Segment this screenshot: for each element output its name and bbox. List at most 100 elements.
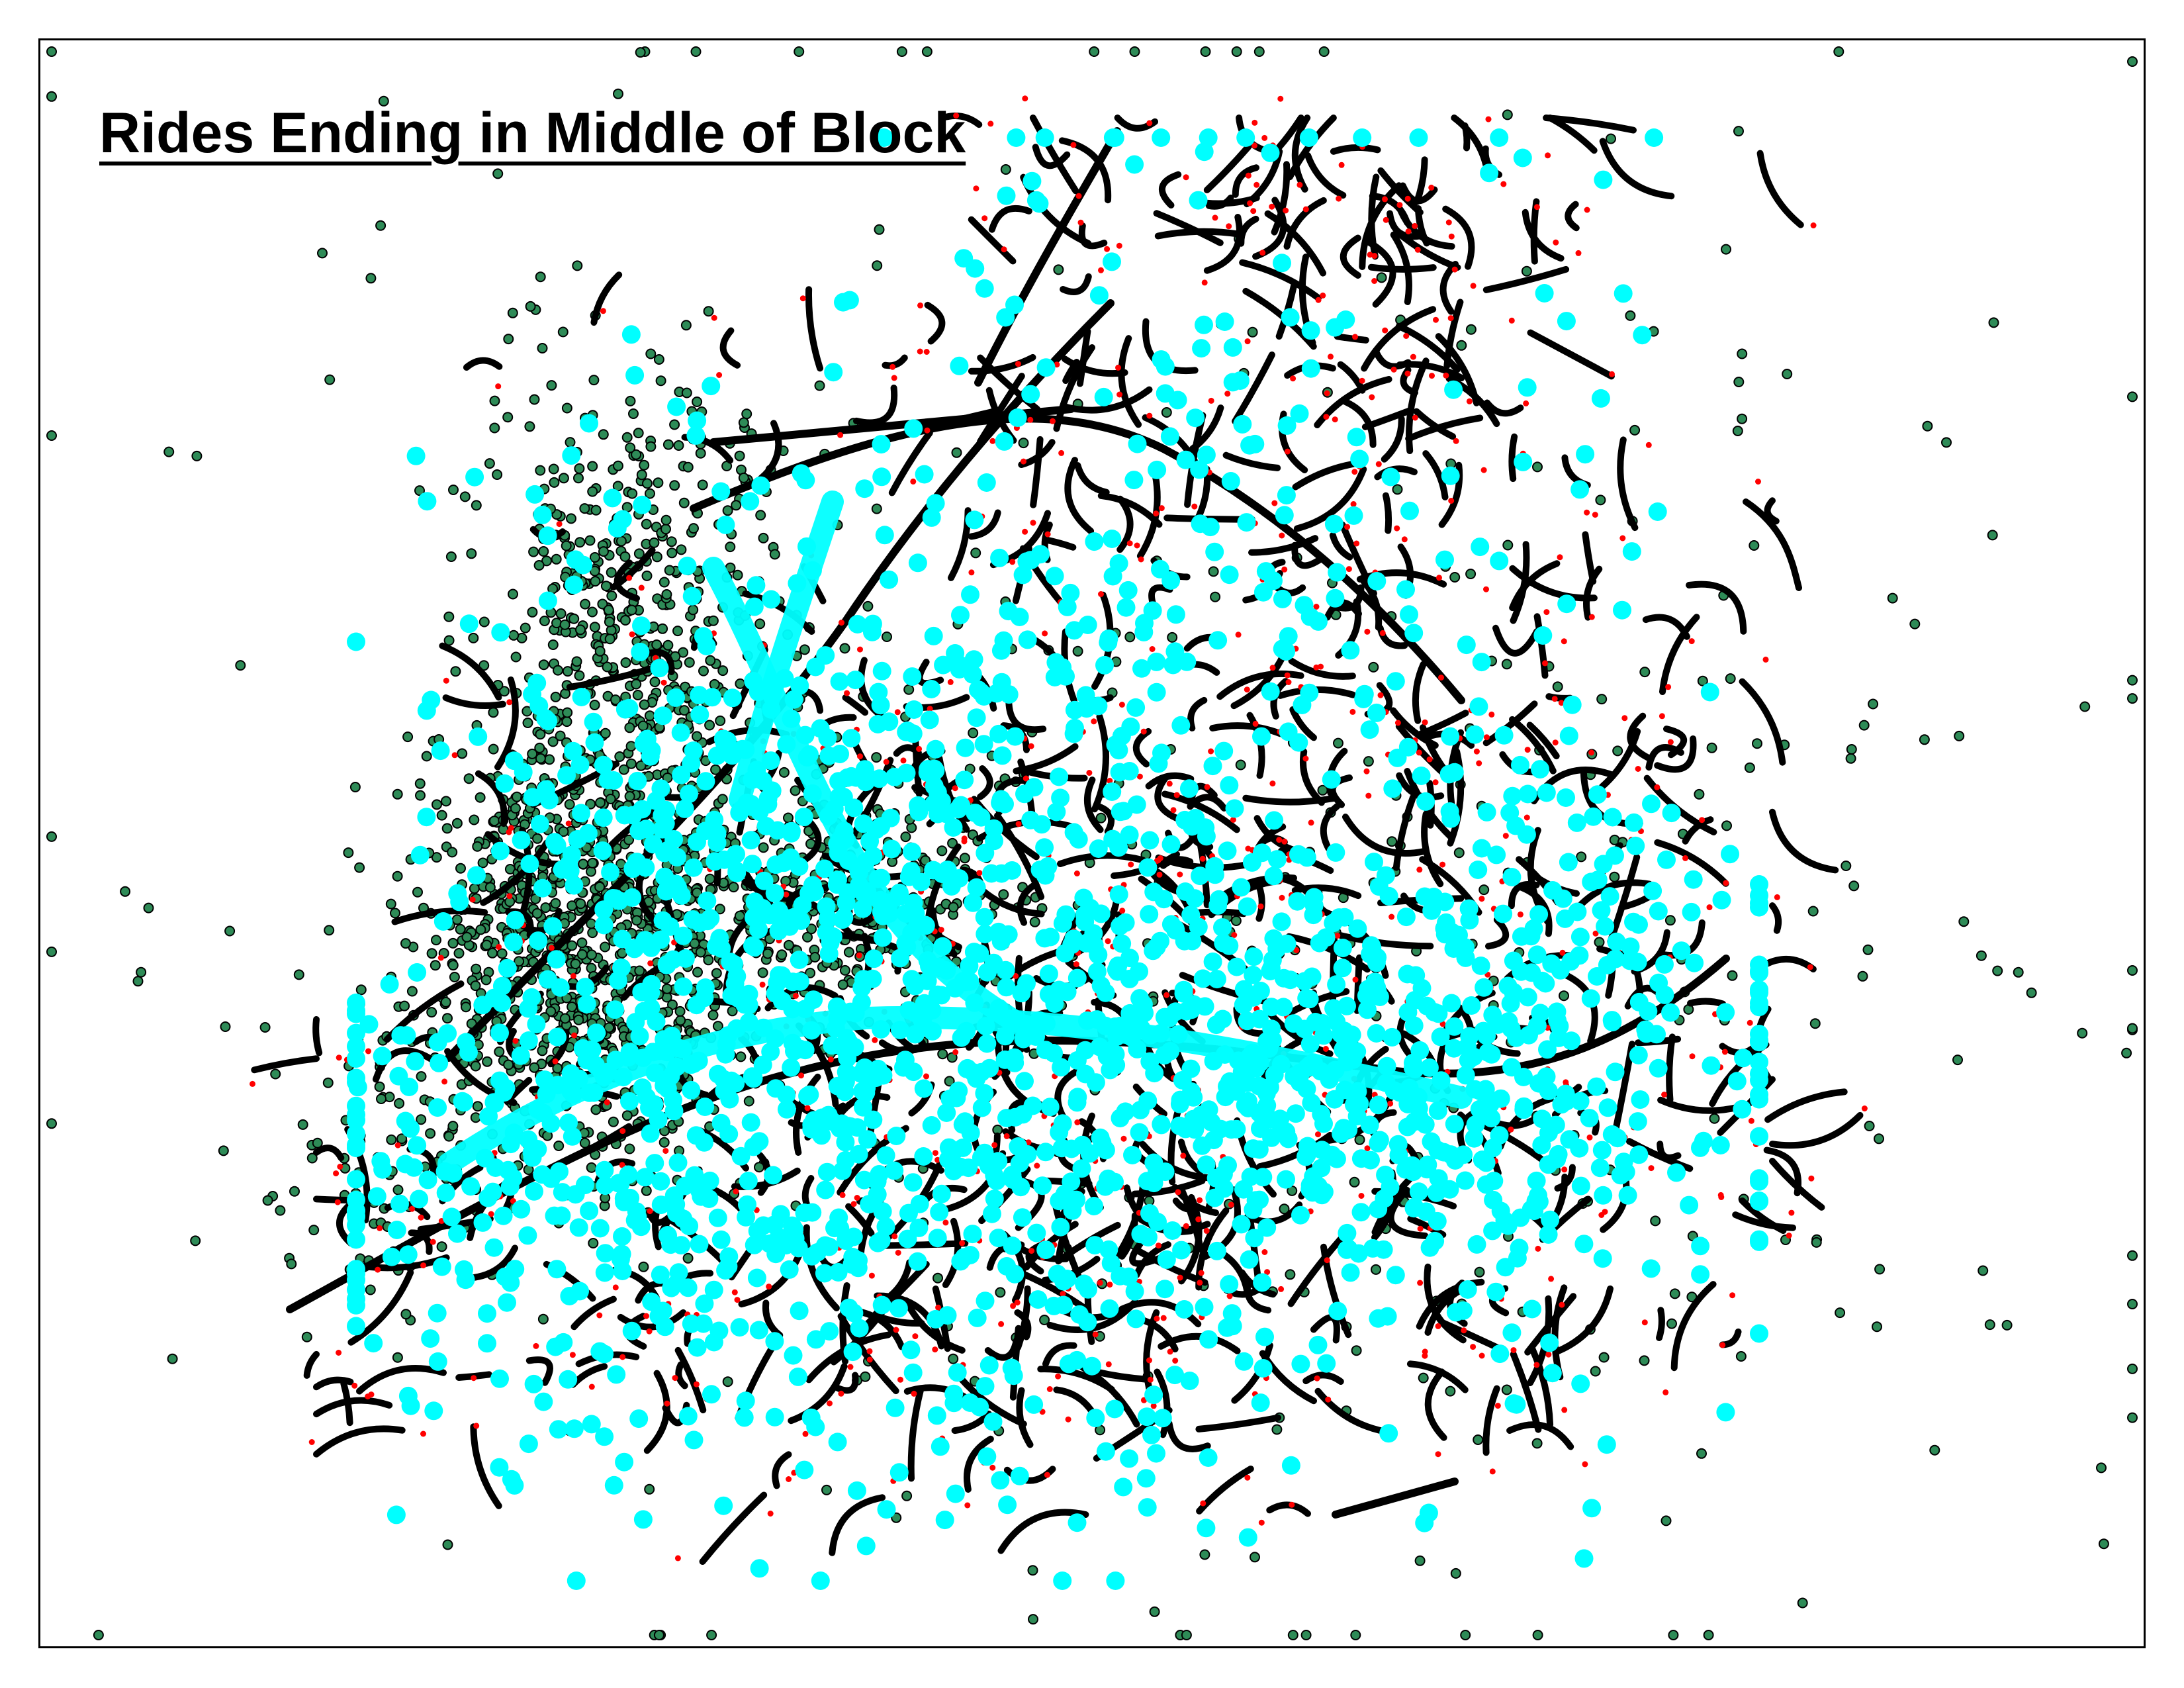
street-segment xyxy=(1232,164,1259,198)
other-ride-point xyxy=(783,939,794,951)
other-ride-point xyxy=(1727,970,1738,981)
block-midpoint-marker xyxy=(857,753,863,760)
other-ride-point xyxy=(1576,851,1587,863)
block-midpoint-marker xyxy=(1359,377,1365,384)
block-midpoint-marker xyxy=(1524,814,1530,821)
other-ride-point xyxy=(587,857,598,868)
ride-end-point xyxy=(347,1289,365,1309)
other-ride-point xyxy=(632,690,643,700)
other-ride-point xyxy=(579,503,590,514)
block-midpoint-marker xyxy=(1404,370,1411,377)
block-midpoint-marker xyxy=(619,1354,626,1360)
other-ride-point xyxy=(1749,540,1760,551)
ride-end-point xyxy=(486,1158,505,1177)
ride-end-point xyxy=(1166,1002,1185,1021)
block-midpoint-marker xyxy=(976,870,983,876)
other-ride-point xyxy=(425,1128,436,1139)
street-segment xyxy=(907,1386,925,1482)
block-midpoint-marker xyxy=(1451,266,1458,273)
block-midpoint-marker xyxy=(1098,591,1104,597)
other-ride-point xyxy=(2127,1363,2138,1374)
other-ride-point xyxy=(661,983,672,994)
other-ride-point xyxy=(584,535,596,546)
ride-end-point xyxy=(967,708,986,727)
ride-end-point xyxy=(396,1111,415,1131)
block-midpoint-marker xyxy=(1405,228,1412,235)
street-segment xyxy=(1687,998,1727,1008)
block-midpoint-marker xyxy=(570,972,576,979)
ride-end-point xyxy=(467,866,486,885)
ride-end-point xyxy=(1232,1215,1251,1234)
block-midpoint-marker xyxy=(1609,371,1615,377)
block-midpoint-marker xyxy=(1352,976,1359,983)
ride-end-point xyxy=(490,1023,509,1043)
other-ride-point xyxy=(1595,494,1606,506)
other-ride-point xyxy=(400,938,411,949)
other-ride-point xyxy=(1811,1237,1822,1248)
other-ride-point xyxy=(529,1062,540,1073)
block-midpoint-marker xyxy=(1747,1019,1753,1026)
other-ride-point xyxy=(525,301,536,312)
block-midpoint-marker xyxy=(733,1188,739,1195)
other-ride-point xyxy=(143,902,154,914)
other-ride-point xyxy=(1744,762,1755,773)
other-ride-point xyxy=(707,615,719,626)
block-midpoint-marker xyxy=(947,679,954,685)
other-ride-point xyxy=(1333,737,1343,749)
street-segment xyxy=(312,1016,323,1056)
block-midpoint-marker xyxy=(1086,770,1093,776)
other-ride-point xyxy=(762,948,773,959)
block-midpoint-marker xyxy=(1659,713,1665,720)
other-ride-point xyxy=(1846,744,1857,755)
ride-end-point xyxy=(1156,1280,1175,1299)
other-ride-point xyxy=(754,618,766,630)
ride-end-point xyxy=(905,700,923,719)
other-ride-point xyxy=(1453,847,1465,859)
other-ride-point xyxy=(555,608,567,619)
other-ride-point xyxy=(1737,348,1748,359)
block-midpoint-marker xyxy=(1290,375,1297,382)
block-midpoint-marker xyxy=(336,1055,342,1061)
other-ride-point xyxy=(514,956,525,967)
ride-end-point xyxy=(1144,1174,1163,1193)
ride-end-point xyxy=(1588,967,1606,986)
block-midpoint-marker xyxy=(1404,195,1411,202)
ride-end-point xyxy=(1113,934,1132,953)
block-midpoint-marker xyxy=(1661,1092,1668,1098)
street-segment xyxy=(356,1365,447,1395)
block-midpoint-marker xyxy=(872,1037,878,1043)
other-ride-point xyxy=(1625,310,1636,321)
block-midpoint-marker xyxy=(1077,219,1084,226)
ride-end-point xyxy=(1015,1072,1034,1091)
other-ride-point xyxy=(365,273,377,284)
ride-end-point xyxy=(620,1092,639,1111)
block-midpoint-marker xyxy=(1621,715,1628,722)
other-ride-point xyxy=(574,537,586,548)
ride-end-point xyxy=(765,1332,784,1351)
ride-end-point xyxy=(868,1233,887,1252)
other-ride-point xyxy=(262,1195,273,1206)
other-ride-point xyxy=(466,548,477,559)
ride-end-point xyxy=(1445,1115,1464,1133)
ride-end-point xyxy=(525,1182,543,1201)
block-midpoint-marker xyxy=(588,1383,595,1390)
other-ride-point xyxy=(545,1006,557,1017)
other-ride-point xyxy=(449,972,460,982)
ride-end-point xyxy=(1013,1208,1032,1227)
block-midpoint-marker xyxy=(1810,222,1817,228)
block-midpoint-marker xyxy=(1022,95,1028,102)
other-ride-point xyxy=(392,870,403,882)
map-canvas[interactable] xyxy=(38,38,2146,1648)
block-midpoint-marker xyxy=(1226,223,1232,230)
ride-end-point xyxy=(1286,1104,1305,1123)
ride-end-point xyxy=(993,746,1012,765)
ride-end-point xyxy=(932,986,951,1005)
other-ride-point xyxy=(626,604,637,616)
other-ride-point xyxy=(586,1162,597,1173)
other-ride-point xyxy=(553,665,563,676)
other-ride-point xyxy=(93,1630,104,1640)
block-midpoint-marker xyxy=(1808,1175,1815,1182)
other-ride-point xyxy=(1694,788,1705,800)
other-ride-point xyxy=(2077,1027,2088,1039)
other-ride-point xyxy=(431,852,442,863)
